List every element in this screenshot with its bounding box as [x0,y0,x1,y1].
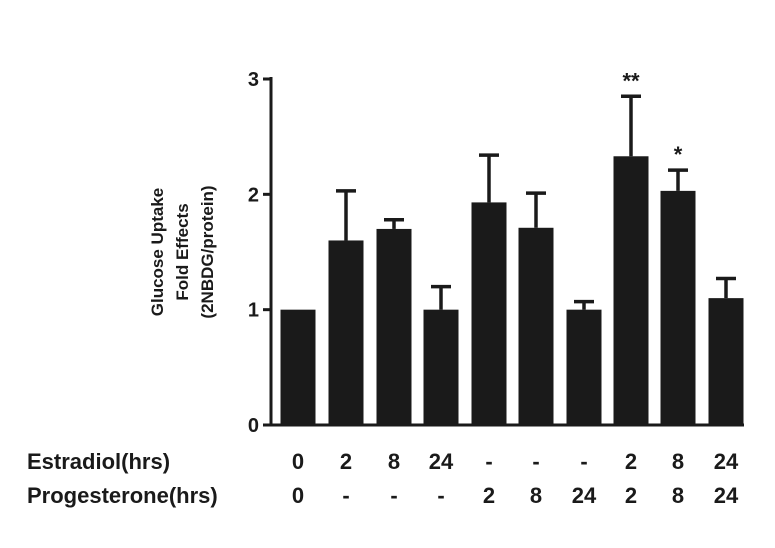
condition-value: 24 [572,483,597,508]
condition-value: 2 [625,483,637,508]
condition-row-label: Progesterone(hrs) [27,483,218,508]
bar [328,240,364,425]
bar [566,309,602,425]
condition-value: 24 [714,449,739,474]
condition-value: 8 [530,483,542,508]
condition-value: - [390,483,397,508]
condition-value: - [485,449,492,474]
y-axis-label-line: Fold Effects [173,203,192,300]
y-tick-label: 1 [248,300,259,322]
condition-value: 8 [672,449,684,474]
y-axis-label-line: Glucose Uptake [148,188,167,317]
condition-value: 2 [625,449,637,474]
condition-value: - [580,449,587,474]
significance-marker: ** [622,68,640,93]
condition-value: 8 [672,483,684,508]
bar [708,298,744,425]
bar [613,156,649,426]
bar [280,309,316,425]
bars: *** [280,68,744,426]
condition-value: - [342,483,349,508]
bar [660,190,696,425]
condition-value: 24 [429,449,454,474]
condition-value: 0 [292,483,304,508]
condition-value: 0 [292,449,304,474]
condition-value: 24 [714,483,739,508]
y-tick-label: 2 [248,184,259,206]
condition-value: - [532,449,539,474]
condition-table: Estradiol(hrs) 0 2 8 24 - - - 2 8 24 Progesterone(h… [27,449,739,508]
bar [376,228,412,425]
significance-marker: * [674,142,683,167]
condition-value: 2 [483,483,495,508]
condition-value: 8 [388,449,400,474]
y-tick-label: 0 [248,415,259,437]
y-axis-label-line: (2NBDG/protein) [198,185,217,318]
bar [471,202,507,425]
y-axis-title: Glucose Uptake Fold Effects (2NBDG/protein… [148,185,217,318]
y-tick-label: 3 [248,69,259,91]
bar [518,227,554,425]
condition-value: - [437,483,444,508]
condition-value: 2 [340,449,352,474]
bar [423,309,459,425]
condition-row-label: Estradiol(hrs) [27,449,170,474]
